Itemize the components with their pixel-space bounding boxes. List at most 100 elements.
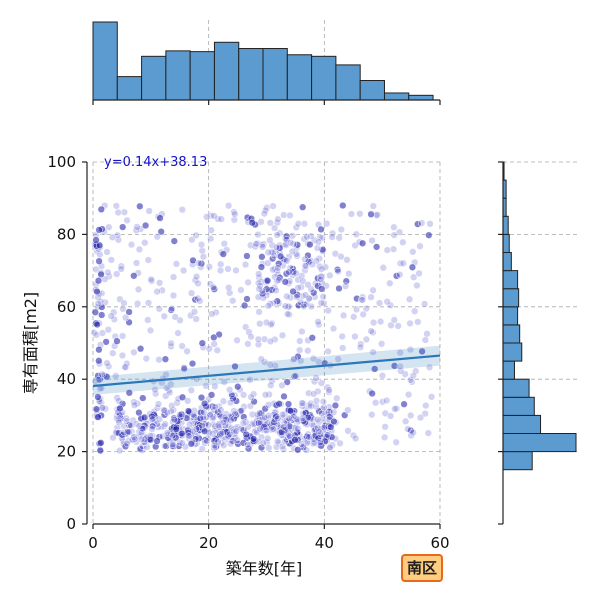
scatter-point [114,416,123,424]
scatter-point [369,348,377,356]
scatter-point [288,232,297,240]
right-hist-bar [502,396,535,416]
scatter-point [260,423,268,431]
scatter-point [327,423,335,431]
scatter-point [113,270,121,278]
scatter-point [334,355,342,363]
scatter-point [93,320,101,329]
scatter-point [264,434,272,443]
scatter-point [358,239,367,247]
scatter-point [220,441,228,449]
scatter-point [168,304,176,313]
scatter-point [169,291,178,300]
scatter-point [198,339,206,347]
scatter-point [112,372,120,380]
scatter-point [123,439,131,448]
scatter-point [296,346,304,354]
scatter-point [257,443,266,452]
scatter-point [317,275,325,284]
top-hist-bar [335,64,361,101]
scatter-point [298,414,307,422]
scatter-point [297,440,306,448]
scatter-point [399,259,407,267]
top-hist-bar [286,54,313,101]
scatter-point [210,444,218,452]
scatter-point [205,263,214,271]
scatter-point [101,405,110,413]
scatter-point [274,414,282,423]
scatter-point [390,316,398,324]
scatter-point [185,432,193,440]
scatter-point [292,269,300,277]
scatter-point [226,398,235,407]
scatter-point [168,402,176,410]
scatter-point [320,423,329,432]
scatter-point [383,396,391,405]
scatter-point [294,220,303,228]
scatter-point [125,428,133,436]
scatter-point [248,410,257,419]
scatter-point [319,397,328,406]
scatter-point [169,440,177,449]
scatter-point [298,327,306,336]
scatter-point [188,359,197,368]
scatter-point [203,437,211,445]
scatter-point [97,205,105,214]
scatter-point [209,430,217,438]
scatter-point [293,415,301,423]
scatter-point [157,228,165,236]
scatter-point [97,439,105,447]
scatter-point [256,425,264,433]
scatter-point [308,260,317,269]
regression-band [92,345,441,395]
scatter-point [369,318,378,327]
scatter-point [267,320,275,329]
scatter-point [169,273,178,281]
scatter-point [120,299,128,307]
scatter-point [142,354,150,363]
scatter-point [249,435,258,443]
scatter-point [281,278,289,286]
scatter-point [272,286,280,295]
scatter-point [166,388,174,397]
scatter-point [339,201,347,210]
scatter-point [187,311,195,320]
scatter-point [273,297,281,305]
scatter-point [296,337,304,345]
scatter-point [244,444,253,453]
scatter-point [130,401,139,409]
scatter-point [396,259,405,268]
scatter-point [224,202,233,210]
scatter-point [387,321,395,329]
scatter-point [305,433,313,441]
scatter-point [192,425,201,433]
scatter-point [326,271,334,280]
scatter-point [196,297,204,305]
scatter-point [155,279,164,287]
district-badge: 南区 [401,554,444,582]
scatter-point [90,329,98,337]
scatter-point [242,430,250,439]
y-tick-label: 20 [57,443,76,461]
scatter-point [192,231,200,239]
scatter-point [120,208,129,216]
top-hist-bar [116,76,143,101]
top-hist-bar [213,41,240,101]
scatter-point [232,266,240,275]
scatter-point [233,336,241,344]
scatter-point [303,439,311,447]
scatter-point [255,273,263,282]
scatter-point [315,320,323,329]
scatter-point [408,263,417,271]
scatter-point [265,444,273,452]
scatter-point [133,299,142,308]
scatter-point [154,400,163,408]
scatter-point [155,415,164,423]
scatter-point [245,328,253,336]
scatter-point [136,202,144,210]
scatter-point [248,219,256,227]
scatter-point [246,241,255,249]
scatter-point [209,283,218,291]
scatter-point [324,347,332,356]
scatter-point [135,245,144,254]
